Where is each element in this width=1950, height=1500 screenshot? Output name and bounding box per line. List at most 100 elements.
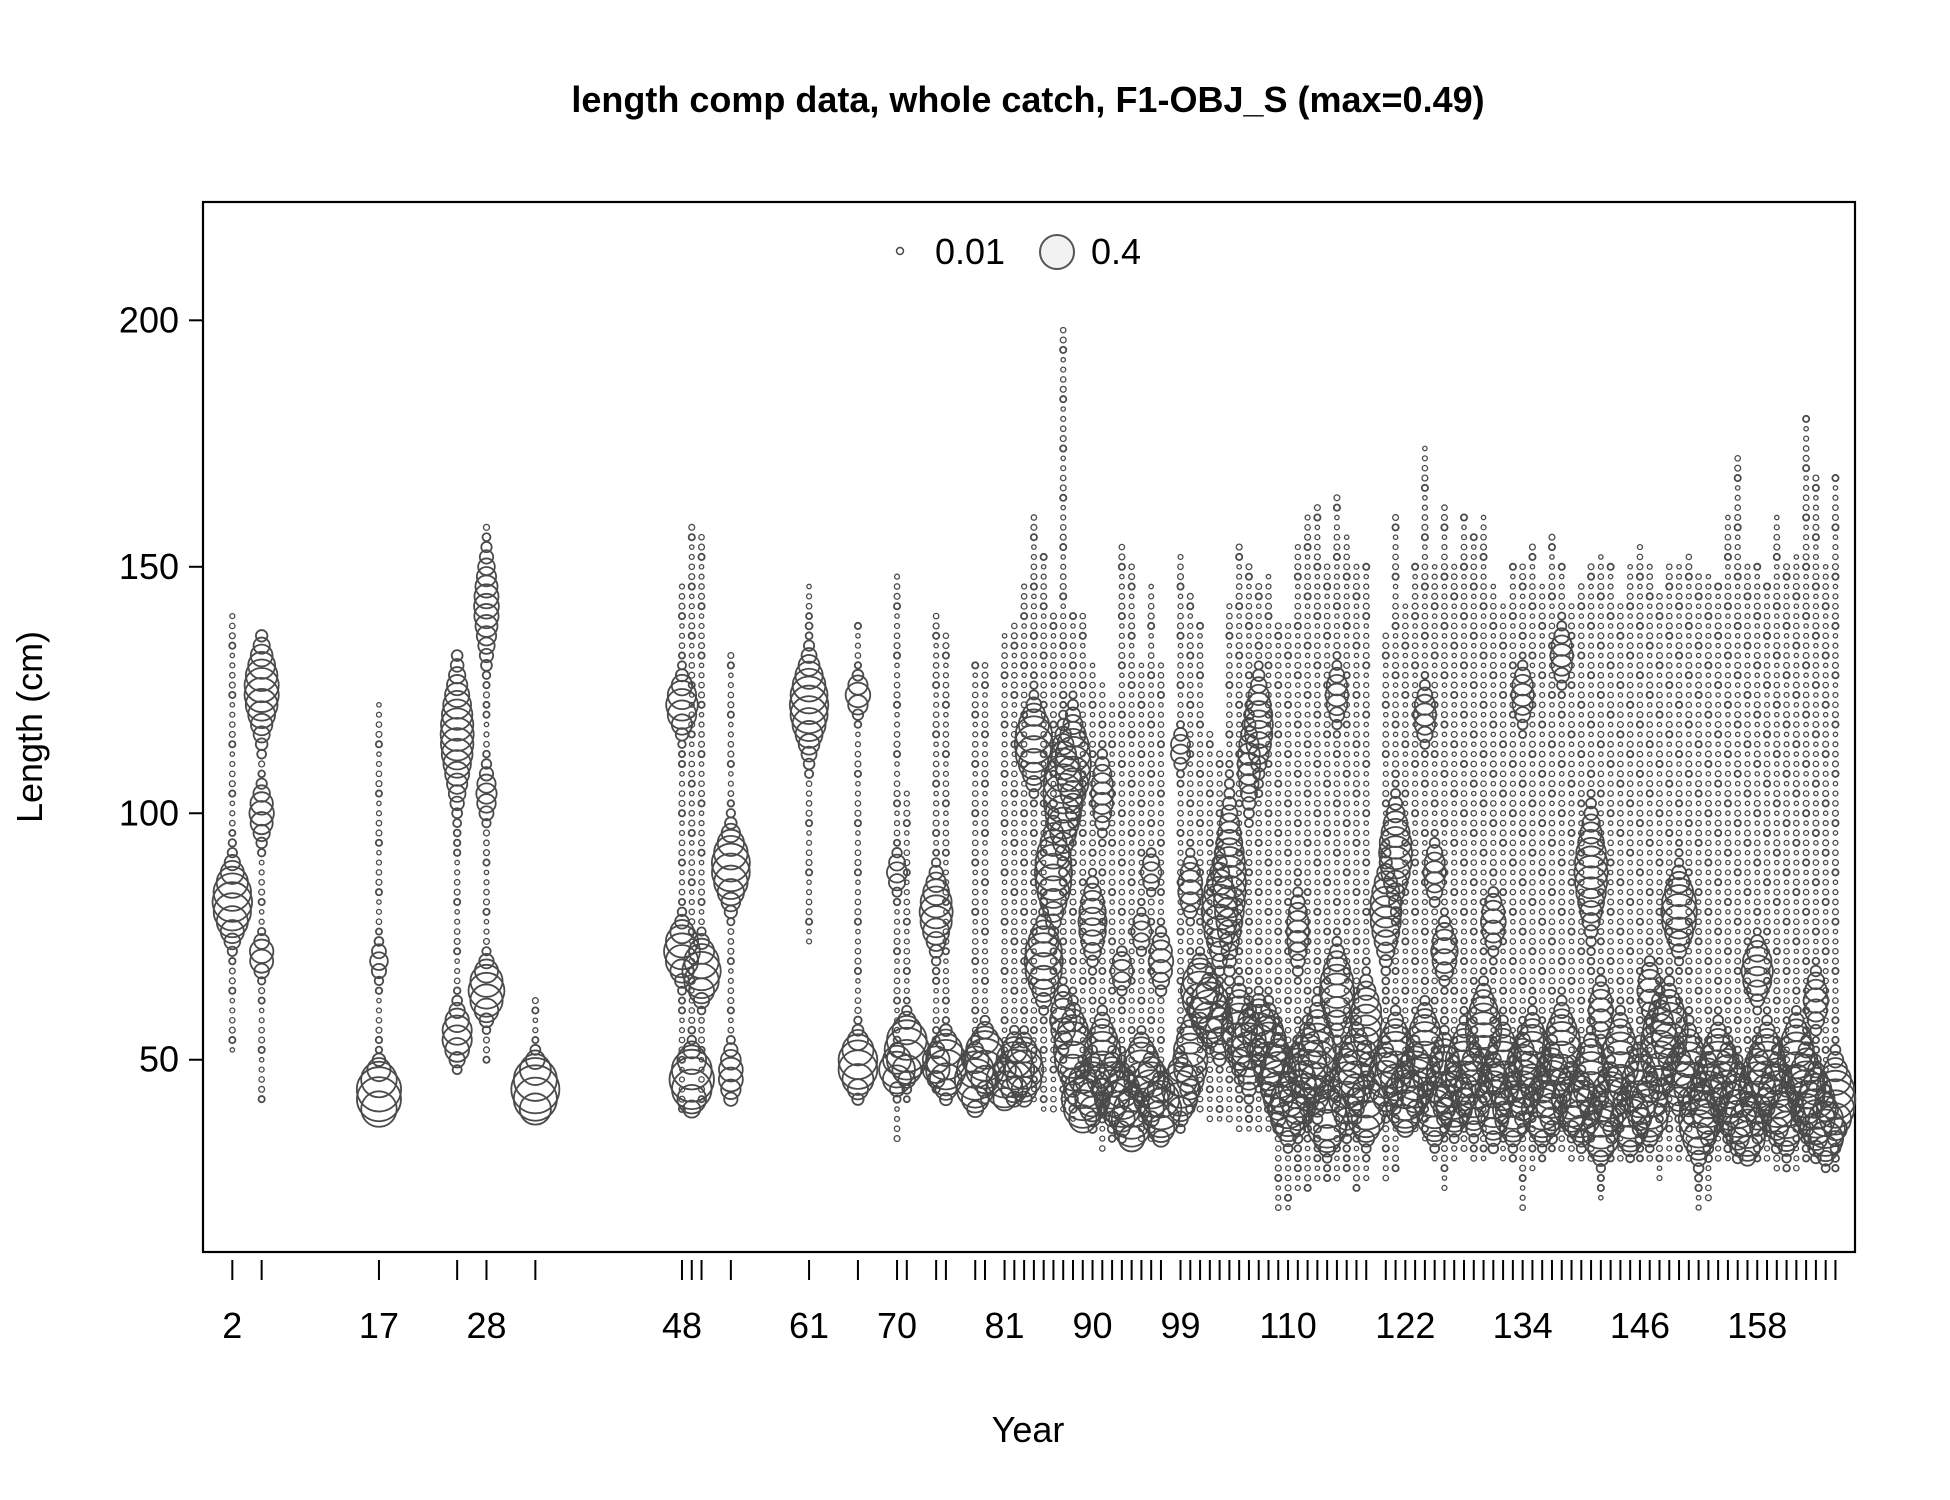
bubble [1147, 800, 1155, 807]
bubble [697, 651, 706, 660]
bubble [229, 800, 236, 807]
bubble [1363, 770, 1370, 777]
bubble [1265, 642, 1272, 650]
bubble [1284, 731, 1292, 738]
bubble [1538, 800, 1546, 807]
bubble [1137, 897, 1146, 907]
bubble [1118, 1036, 1126, 1044]
bubble [1567, 720, 1576, 729]
bubble [1117, 809, 1126, 818]
bubble [1499, 760, 1507, 768]
bubble [1411, 759, 1420, 768]
bubble [1246, 879, 1252, 886]
bubble [1636, 661, 1644, 669]
bubble [1314, 839, 1321, 847]
bubble [1402, 859, 1409, 866]
bubble [1096, 1004, 1109, 1017]
bubble [1323, 662, 1331, 669]
bubble [1128, 701, 1135, 708]
bubble [1665, 711, 1673, 719]
bubble [981, 760, 989, 768]
bubble [1010, 838, 1019, 847]
bubble [1241, 796, 1257, 811]
bubble [1519, 957, 1526, 965]
bubble [893, 996, 902, 1005]
bubble [1293, 976, 1302, 985]
bubble [1685, 800, 1693, 807]
bubble [805, 938, 813, 945]
bubble [1343, 790, 1350, 797]
bubble [1411, 612, 1420, 621]
bubble [1597, 780, 1605, 788]
bubble [1577, 996, 1586, 1005]
bubble [1646, 780, 1654, 788]
bubble [1391, 779, 1400, 788]
bubble [932, 612, 940, 620]
bubble [1324, 1046, 1331, 1053]
bubble [1314, 968, 1321, 974]
bubble [1627, 820, 1634, 827]
bubble [1275, 849, 1282, 856]
bubble [1177, 553, 1184, 561]
bubble [1547, 986, 1556, 995]
bubble [1098, 947, 1106, 955]
bubble [1286, 929, 1310, 953]
bubble [1235, 937, 1243, 945]
bubble [1197, 879, 1203, 886]
bubble [1646, 1154, 1654, 1162]
bubble [1421, 612, 1429, 620]
bubble [529, 1044, 542, 1056]
bubble [919, 905, 953, 939]
bubble [1138, 967, 1145, 975]
bubble [1558, 869, 1565, 876]
bubble [1109, 958, 1134, 984]
bubble [1459, 957, 1469, 966]
bubble [1083, 882, 1102, 902]
bubble [1215, 1105, 1224, 1114]
bubble [1138, 1007, 1145, 1014]
bubble [1685, 849, 1693, 857]
bubble [677, 660, 687, 671]
bubble [1468, 1133, 1480, 1145]
bubble [1480, 761, 1487, 767]
bubble [1138, 1125, 1145, 1133]
bubble [1197, 928, 1203, 935]
bubble [727, 701, 735, 709]
bubble [1265, 977, 1272, 985]
bubble [1568, 652, 1575, 659]
bubble [1011, 1007, 1018, 1014]
bubble [1108, 859, 1116, 866]
bubble [1627, 1017, 1634, 1024]
bubble [1275, 692, 1282, 698]
bubble [1538, 1016, 1547, 1025]
bubble [1567, 976, 1576, 985]
bubble [1323, 582, 1332, 591]
bubble [1439, 1015, 1450, 1025]
bubble [1480, 829, 1487, 837]
bubble [1324, 741, 1330, 748]
bubble [481, 1025, 492, 1035]
bubble [932, 662, 940, 669]
bubble [1402, 899, 1409, 905]
bubble [1235, 651, 1244, 660]
bubble [727, 977, 734, 984]
bubble [1089, 662, 1096, 669]
bubble [1179, 861, 1201, 884]
bubble [1646, 681, 1654, 689]
bubble [1558, 898, 1566, 906]
bubble [1264, 986, 1273, 995]
bubble [943, 810, 949, 817]
bubble [1607, 820, 1614, 826]
bubble [1362, 759, 1371, 768]
bubble [1538, 849, 1546, 857]
bubble [1343, 612, 1351, 620]
bubble [1421, 967, 1429, 975]
bubble [1186, 731, 1194, 738]
bubble [1294, 691, 1301, 699]
bubble [982, 839, 988, 846]
bubble [1284, 622, 1292, 630]
bubble [1617, 908, 1624, 916]
bubble [1052, 733, 1075, 756]
bubble [1489, 849, 1497, 857]
